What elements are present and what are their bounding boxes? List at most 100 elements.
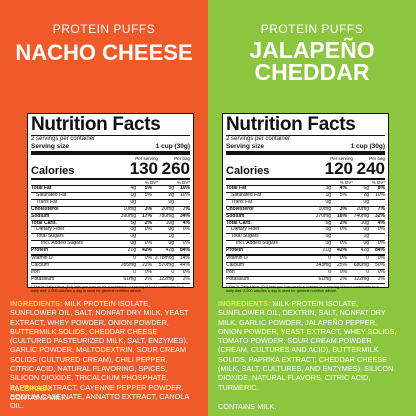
per-serving-header: Per serving (135, 156, 158, 161)
nutrient-name: Incl. Added Sugars (236, 241, 278, 247)
nutrient-name: Saturated Fat (231, 192, 262, 198)
nutrition-facts-title: Nutrition Facts (226, 115, 385, 136)
amount-per-bag: 6g (363, 185, 369, 191)
nutrient-row: Dietary Fiber 0g 0% 0g 0% (31, 226, 190, 235)
nutrient-row: Incl. Added Sugars 0g 0% 0g 0% (31, 240, 190, 249)
amount-per-bag: 8g (168, 185, 174, 191)
nutrient-name: Vitamin D (31, 256, 53, 262)
nutrient-row: Cholesterol 10mg 3% 20mg 7% (226, 205, 385, 214)
amount-per-serving: 0g (325, 226, 331, 233)
dv-per-bag: 0% (377, 255, 385, 262)
nutrient-name: Cholesterol (31, 206, 59, 212)
nutrient-row: Calcium 285mg 22% 570mg 44% (31, 261, 190, 270)
nutrient-row: Total Fat 4g 5% 8g 10% (31, 185, 190, 193)
dv-per-serving: 0% (339, 268, 347, 275)
amount-per-serving: 0 (133, 255, 136, 262)
per-bag-header: Per bag (369, 156, 385, 161)
dv-label-serving: % DV* (339, 180, 353, 185)
dv-per-serving: 2% (144, 219, 152, 226)
per-bag-header: Per bag (174, 156, 190, 161)
dv-per-serving: 2% (339, 219, 347, 226)
flavor-title-line2: CHEDDAR (254, 59, 370, 85)
dv-per-serving: 42% (141, 247, 152, 254)
amount-per-bag: 0 (366, 268, 369, 275)
amount-per-bag: 42g (360, 247, 369, 254)
amount-per-bag: 42g (165, 247, 174, 254)
product-subtitle: PROTEIN PUFFS (260, 22, 364, 36)
per-column-headers: Per serving Per bag (226, 155, 385, 161)
nacho-cheese-panel: PROTEIN PUFFS NACHO CHEESE Nutrition Fac… (0, 0, 208, 416)
nutrient-name: Total Sugars (231, 234, 259, 240)
amount-per-serving: 10mg (318, 205, 331, 212)
nutrient-row: Vitamin D 0 0% 2.78mcg 14% (31, 255, 190, 263)
dv-per-bag: 0% (182, 268, 190, 275)
nutrient-row: Total Carb. 5g 2% 10g 4% (31, 219, 190, 228)
dv-per-bag: 0% (377, 240, 385, 247)
nutrient-name: Trans Fat (36, 199, 58, 205)
nutrient-name: Potassium (31, 276, 55, 282)
amount-per-serving: 0g (130, 233, 136, 240)
nutrient-row: Saturated Fat 1g 5% 2g 10% (226, 191, 385, 200)
amount-per-bag: 0 (171, 268, 174, 275)
dv-per-bag: 50% (374, 261, 385, 268)
footnote: * The % Daily Value (DV) tells you how m… (226, 284, 379, 293)
nutrition-facts-label: Nutrition Facts 2 servings per container… (222, 113, 389, 293)
amount-per-bag: 686mg (353, 261, 369, 268)
nutrient-row: Total Fat 3g 4% 6g 8% (226, 185, 385, 193)
ingredients-label: INGREDIENTS: (218, 299, 271, 308)
jalapeno-cheddar-panel: PROTEIN PUFFS JALAPEÑO CHEDDAR Nutrition… (208, 0, 416, 416)
allergen-label: ALLERGEN: (10, 384, 53, 393)
nutrient-row: Iron 0 0% 0 0% (226, 268, 385, 277)
nutrient-name: Dietary Fiber (36, 227, 65, 233)
amount-per-serving: 0g (130, 240, 136, 247)
dv-header: % DV* % DV* (31, 180, 190, 186)
amount-per-bag: 780mg (158, 212, 174, 219)
nutrient-rows: Total Fat 3g 4% 6g 8% Saturated Fat 1g 5% 2g 10% T… (226, 185, 385, 284)
nutrient-row: Protein 21g 42% 42g 84% (226, 247, 385, 257)
nutrient-row: Cholesterol 10mg 3% 20mg 7% (31, 206, 190, 214)
amount-per-serving: 0g (325, 198, 331, 205)
allergen-block: CONTAINS MILK. (218, 402, 276, 411)
dv-per-serving: 2% (144, 275, 152, 282)
nutrient-row: Saturated Fat 1g 5% 2g 10% (31, 192, 190, 200)
dv-per-serving: 4% (339, 185, 347, 191)
serving-size-label: Serving size (31, 143, 69, 150)
servings-per-container: 2 servings per container (31, 136, 96, 142)
amount-per-bag: 2.78mcg (154, 255, 174, 262)
serving-size-value: 1 cup (30g) (155, 143, 190, 150)
nutrient-name: Total Carb. (226, 220, 252, 226)
amount-per-serving: 0 (133, 268, 136, 275)
dv-per-bag: 4% (377, 219, 385, 226)
nutrient-name: Potassium (226, 276, 250, 282)
nutrient-name: Trans Fat (231, 199, 253, 205)
product-subtitle: PROTEIN PUFFS (52, 22, 156, 36)
dv-per-bag: 34% (179, 212, 190, 219)
dv-per-bag: 4% (182, 219, 190, 226)
amount-per-serving: 0g (130, 198, 136, 205)
amount-per-bag: 740mg (353, 212, 369, 219)
ingredients-block: INGREDIENTS: MILK PROTEIN ISOLATE, SUNFL… (218, 299, 398, 392)
dv-per-serving: 42% (336, 247, 347, 254)
dv-per-bag: 10% (179, 185, 190, 191)
dv-per-bag: 44% (179, 261, 190, 268)
dv-per-serving (136, 200, 152, 206)
serving-size-row: Serving size 1 cup (30g) (31, 143, 190, 155)
calories-per-serving: 120 (324, 159, 353, 178)
dv-header: % DV* % DV* (226, 180, 385, 186)
nutrient-name: Calcium (226, 262, 245, 268)
nutrient-name: Iron (226, 269, 235, 275)
amount-per-serving: 21g (127, 247, 136, 254)
amount-per-bag: 0g (363, 226, 369, 233)
amount-per-bag: 10g (165, 219, 174, 226)
dv-per-bag: 10% (374, 191, 385, 198)
dv-per-serving: 17% (141, 212, 152, 219)
nutrient-name: Vitamin D (226, 256, 248, 262)
nutrient-row: Sodium 370mg 16% 740mg 32% (226, 212, 385, 221)
dv-per-serving: 3% (339, 205, 347, 212)
flavor-title: NACHO CHEESE (15, 40, 193, 65)
nutrient-name: Total Sugars (36, 234, 64, 240)
calories-row: Calories 120 240 (226, 159, 385, 180)
amount-per-serving: 0 (328, 255, 331, 262)
dv-per-serving: 0% (144, 226, 152, 233)
